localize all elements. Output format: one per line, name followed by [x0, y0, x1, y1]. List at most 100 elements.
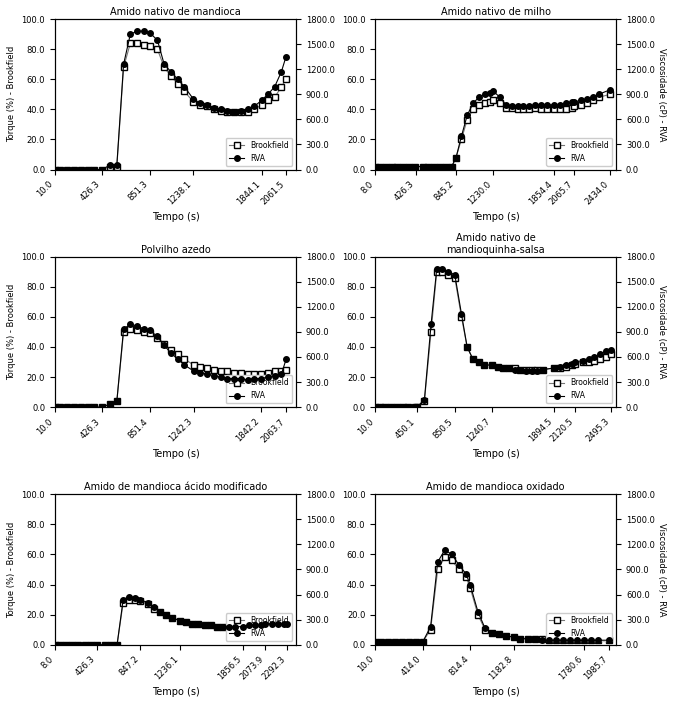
Brookfield — [113, 163, 121, 171]
Brookfield — [131, 596, 139, 604]
Brookfield — [411, 403, 419, 411]
Brookfield — [62, 641, 70, 649]
Brookfield — [539, 365, 547, 374]
Brookfield — [405, 638, 413, 646]
RVA — [469, 99, 477, 108]
Brookfield — [271, 93, 279, 101]
RVA — [230, 108, 238, 117]
Brookfield — [140, 40, 148, 49]
Brookfield — [50, 165, 59, 174]
RVA — [602, 347, 610, 356]
Brookfield — [280, 620, 288, 628]
RVA — [405, 163, 413, 171]
RVA — [588, 636, 596, 644]
Brookfield — [425, 163, 433, 171]
RVA — [525, 102, 533, 111]
RVA — [552, 636, 560, 644]
Brookfield — [522, 365, 530, 374]
RVA — [237, 107, 245, 115]
Brookfield — [145, 42, 153, 51]
Brookfield — [391, 638, 399, 646]
Brookfield — [127, 39, 135, 47]
RVA — [113, 161, 121, 169]
RVA — [207, 621, 215, 629]
RVA — [210, 371, 218, 379]
Brookfield — [145, 329, 153, 338]
RVA — [469, 355, 477, 363]
Brookfield — [534, 365, 542, 374]
Brookfield — [531, 103, 539, 112]
RVA — [377, 638, 385, 646]
Brookfield — [274, 620, 282, 628]
RVA — [274, 620, 282, 628]
Brookfield — [520, 105, 528, 113]
Brookfield — [120, 327, 128, 336]
RVA — [531, 101, 539, 109]
RVA — [230, 375, 238, 383]
Brookfield — [98, 403, 106, 411]
Brookfield — [223, 367, 232, 375]
RVA — [455, 561, 463, 570]
RVA — [197, 99, 205, 108]
RVA — [589, 93, 597, 101]
Brookfield — [583, 99, 591, 108]
Brookfield — [217, 107, 225, 115]
RVA — [50, 403, 59, 411]
RVA — [264, 90, 272, 99]
RVA — [250, 375, 258, 383]
RVA — [250, 102, 258, 111]
Brookfield — [167, 72, 175, 80]
Brookfield — [552, 636, 560, 644]
Brookfield — [433, 268, 441, 276]
X-axis label: Tempo (s): Tempo (s) — [472, 212, 520, 222]
Line: Brookfield: Brookfield — [372, 92, 612, 170]
RVA — [451, 270, 459, 279]
RVA — [399, 163, 407, 171]
RVA — [371, 638, 379, 646]
Brookfield — [444, 270, 452, 279]
RVA — [585, 355, 593, 363]
Brookfield — [536, 105, 544, 113]
Y-axis label: Torque (%) - Brookfield: Torque (%) - Brookfield — [7, 284, 16, 380]
Brookfield — [264, 368, 272, 377]
RVA — [571, 358, 579, 366]
Y-axis label: Torque (%) - Brookfield: Torque (%) - Brookfield — [7, 46, 16, 142]
Brookfield — [513, 105, 522, 113]
Brookfield — [604, 636, 612, 644]
Brookfield — [502, 103, 510, 112]
Brookfield — [251, 621, 259, 629]
Brookfield — [528, 365, 536, 374]
RVA — [143, 598, 151, 607]
RVA — [94, 641, 102, 649]
RVA — [487, 89, 495, 97]
RVA — [391, 638, 399, 646]
RVA — [371, 403, 379, 411]
Brookfield — [282, 75, 290, 84]
Brookfield — [106, 400, 114, 408]
Brookfield — [75, 641, 83, 649]
RVA — [197, 368, 205, 377]
RVA — [257, 621, 265, 629]
Brookfield — [462, 573, 470, 582]
RVA — [387, 403, 395, 411]
Title: Amido nativo de mandioca: Amido nativo de mandioca — [110, 7, 241, 17]
Brookfield — [556, 105, 564, 113]
Brookfield — [201, 621, 209, 629]
Title: Amido nativo de
mandioquinha-salsa: Amido nativo de mandioquinha-salsa — [446, 233, 545, 255]
Y-axis label: Torque (%) - Brookfield: Torque (%) - Brookfield — [7, 522, 16, 617]
RVA — [545, 636, 553, 644]
RVA — [68, 641, 76, 649]
Brookfield — [589, 96, 597, 105]
RVA — [516, 365, 524, 374]
Brookfield — [63, 165, 71, 174]
RVA — [63, 403, 71, 411]
RVA — [87, 641, 95, 649]
X-axis label: Tempo (s): Tempo (s) — [472, 449, 520, 459]
RVA — [474, 358, 483, 366]
Brookfield — [595, 93, 603, 101]
Brookfield — [257, 370, 265, 378]
RVA — [542, 101, 551, 109]
Line: Brookfield: Brookfield — [52, 597, 290, 648]
RVA — [562, 360, 570, 369]
RVA — [371, 163, 379, 171]
